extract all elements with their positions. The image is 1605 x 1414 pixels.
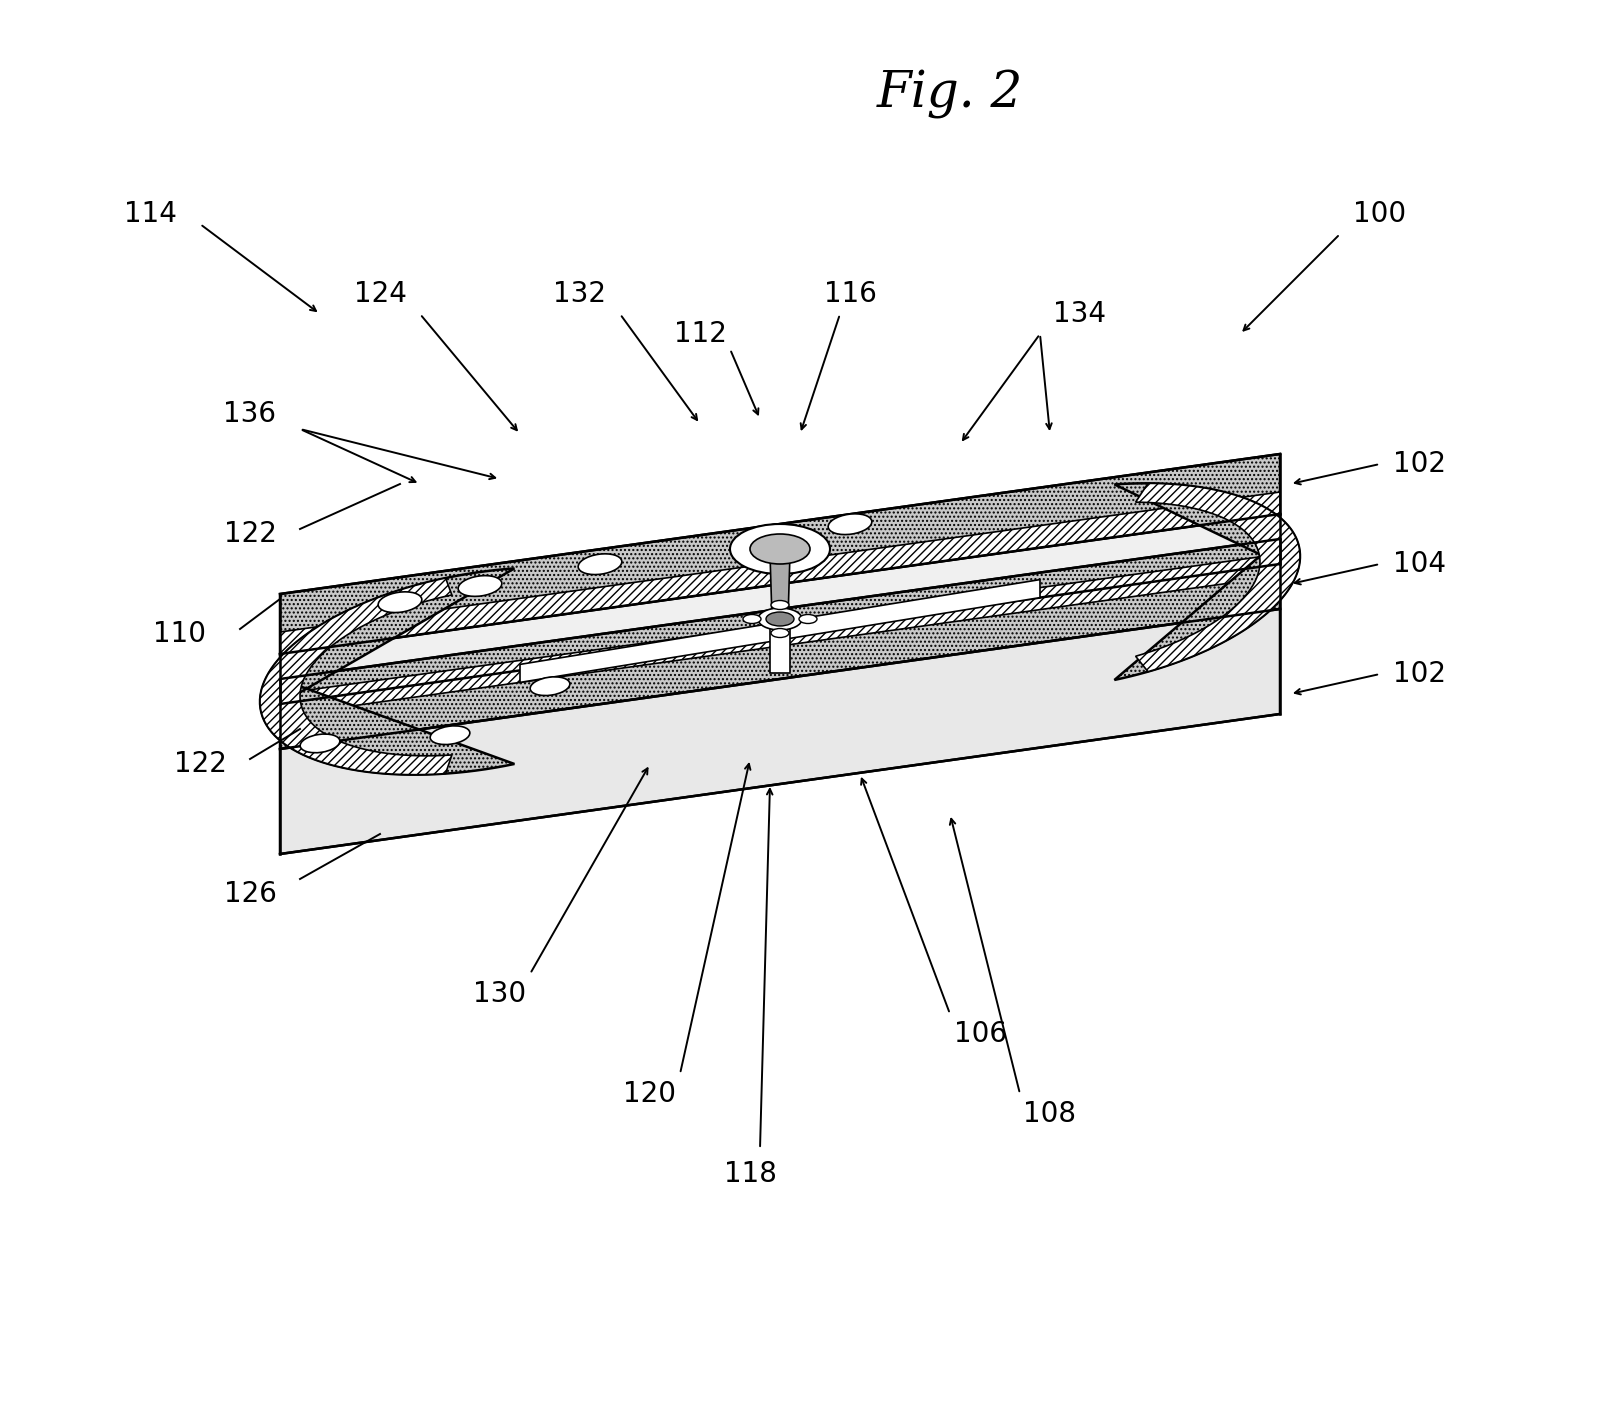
Ellipse shape [457, 575, 502, 597]
Text: 106: 106 [953, 1019, 1006, 1048]
Text: 102: 102 [1393, 450, 1446, 478]
Polygon shape [1114, 484, 1300, 680]
Ellipse shape [766, 612, 794, 626]
Text: Fig. 2: Fig. 2 [876, 69, 1024, 119]
Ellipse shape [743, 615, 761, 624]
Text: 118: 118 [724, 1159, 777, 1188]
Text: 136: 136 [223, 400, 276, 428]
Ellipse shape [530, 677, 570, 696]
Text: 132: 132 [554, 280, 607, 308]
Polygon shape [279, 539, 1281, 749]
Polygon shape [1136, 484, 1300, 672]
Polygon shape [520, 580, 1040, 683]
Text: 100: 100 [1353, 199, 1406, 228]
Ellipse shape [430, 725, 470, 745]
Text: 116: 116 [823, 280, 876, 308]
Text: 124: 124 [353, 280, 406, 308]
Text: 120: 120 [623, 1080, 676, 1109]
Ellipse shape [750, 534, 811, 564]
Polygon shape [260, 578, 453, 775]
Polygon shape [770, 554, 790, 619]
Text: 110: 110 [154, 619, 207, 648]
Text: 126: 126 [223, 880, 276, 908]
Ellipse shape [758, 608, 802, 631]
Polygon shape [279, 492, 1281, 655]
Ellipse shape [300, 734, 340, 752]
Text: 122: 122 [173, 749, 226, 778]
Text: 102: 102 [1393, 660, 1446, 689]
Text: 134: 134 [1053, 300, 1106, 328]
Polygon shape [279, 609, 1281, 854]
Text: 130: 130 [473, 980, 526, 1008]
Ellipse shape [770, 628, 790, 638]
Ellipse shape [828, 513, 872, 534]
Polygon shape [770, 624, 790, 673]
Text: 112: 112 [674, 320, 727, 348]
Polygon shape [260, 568, 515, 775]
Ellipse shape [578, 554, 621, 574]
Text: 108: 108 [1024, 1100, 1077, 1128]
Text: 122: 122 [223, 520, 276, 549]
Ellipse shape [799, 615, 817, 624]
Polygon shape [279, 515, 1281, 704]
Polygon shape [279, 454, 1281, 655]
Text: 104: 104 [1393, 550, 1446, 578]
Ellipse shape [730, 525, 830, 574]
Ellipse shape [379, 592, 422, 612]
Text: 114: 114 [124, 199, 177, 228]
Ellipse shape [770, 601, 790, 609]
Polygon shape [279, 554, 1281, 715]
